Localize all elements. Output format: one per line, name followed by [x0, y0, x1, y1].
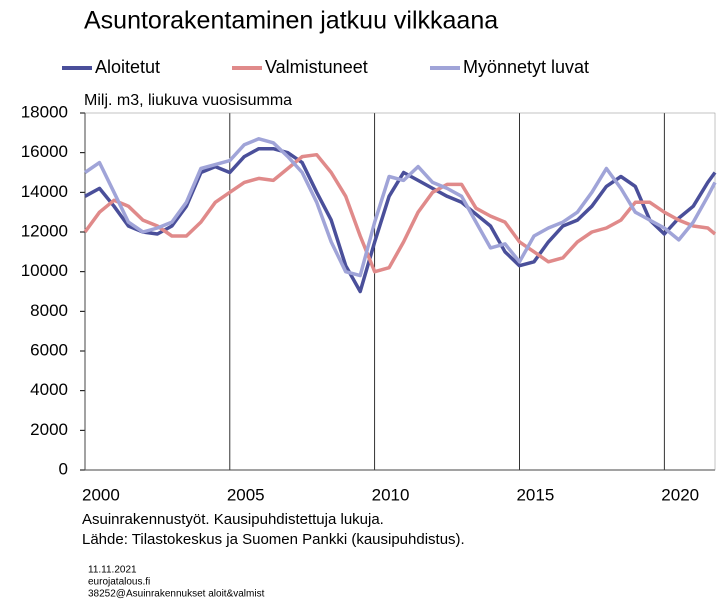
x-tick-label: 2000 [82, 485, 120, 504]
chart-title: Asuntorakentaminen jatkuu vilkkaana [84, 7, 498, 35]
footer: 38252@Asuinrakennukset aloit&valmist [88, 589, 265, 600]
footer: eurojatalous.fi [88, 577, 150, 588]
footer: 11.11.2021 [88, 565, 137, 576]
x-tick-label: 2020 [661, 485, 699, 504]
y-tick-label: 0 [59, 459, 68, 478]
y-tick-label: 8000 [30, 301, 68, 320]
x-tick-label: 2005 [227, 485, 265, 504]
x-tick-label: 2010 [372, 485, 410, 504]
series-line [83, 152, 717, 274]
y-axis-label: Milj. m3, liukuva vuosisumma [84, 92, 292, 109]
plot-frame [84, 112, 716, 471]
x-tick-label: 2015 [516, 485, 554, 504]
note: Lähde: Tilastokeskus ja Suomen Pankki (k… [82, 531, 465, 548]
y-tick-label: 12000 [21, 221, 68, 240]
y-tick-label: 18000 [21, 102, 68, 121]
y-tick-label: 2000 [30, 420, 68, 439]
legend-label: Myönnetyt luvat [463, 57, 589, 77]
series-line [84, 137, 717, 278]
y-tick-label: 16000 [21, 142, 68, 161]
y-tick-label: 10000 [21, 261, 68, 280]
note: Asuinrakennustyöt. Kausipuhdistettuja lu… [82, 511, 384, 528]
y-tick-label: 14000 [21, 182, 68, 201]
legend-label: Valmistuneet [265, 57, 368, 77]
y-tick-label: 6000 [30, 340, 68, 359]
y-tick-label: 4000 [30, 380, 68, 399]
legend-label: Aloitetut [95, 57, 160, 77]
